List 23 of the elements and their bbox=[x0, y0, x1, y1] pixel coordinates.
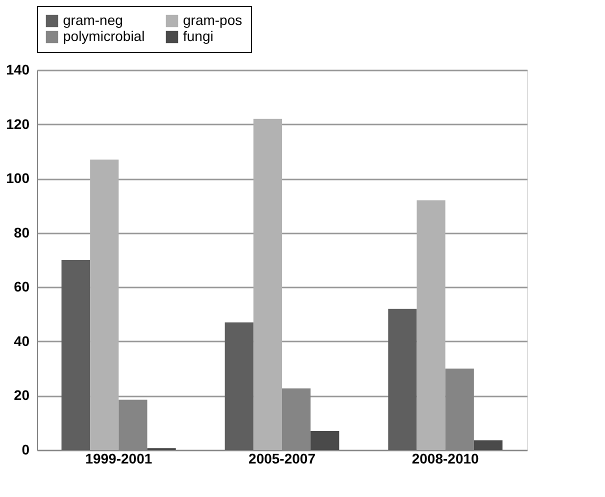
y-tick-label: 40 bbox=[14, 332, 30, 349]
bar bbox=[416, 200, 446, 450]
y-tick-label: 20 bbox=[14, 387, 30, 404]
bar bbox=[474, 440, 502, 450]
y-tick-label: 100 bbox=[6, 170, 30, 186]
legend-label: gram-neg bbox=[63, 12, 123, 28]
bar bbox=[224, 322, 254, 450]
bar bbox=[310, 431, 340, 450]
bar bbox=[388, 308, 417, 450]
x-tick-label: 2005-2007 bbox=[248, 450, 316, 466]
y-tick-label: 60 bbox=[14, 278, 30, 295]
y-tick-label: 140 bbox=[6, 62, 30, 78]
legend-label: gram-pos bbox=[183, 12, 242, 28]
bar bbox=[253, 118, 282, 450]
legend-label: fungi bbox=[183, 28, 214, 44]
y-tick-label: 120 bbox=[6, 116, 30, 132]
legend-label: polymicrobial bbox=[63, 28, 145, 44]
bar bbox=[62, 260, 90, 450]
x-tick-label: 2008-2010 bbox=[412, 450, 480, 466]
y-tick-label: 80 bbox=[14, 224, 30, 240]
x-tick-label: 1999-2001 bbox=[85, 450, 152, 466]
y-tick-label: 0 bbox=[22, 442, 30, 458]
bar bbox=[90, 160, 119, 450]
